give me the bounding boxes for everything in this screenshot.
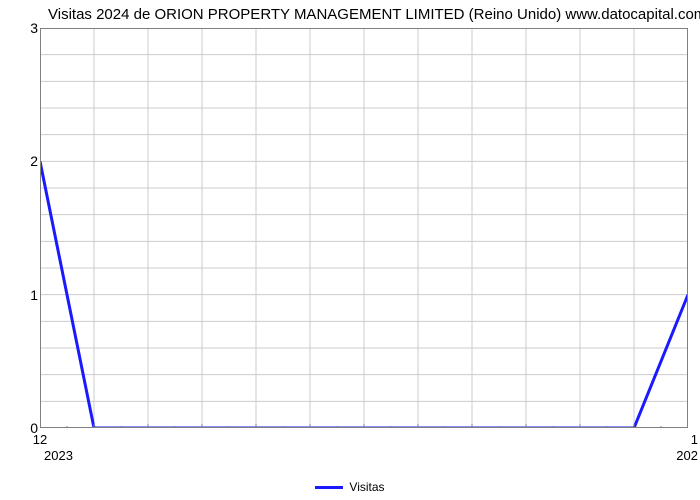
legend-item: Visitas: [315, 480, 384, 494]
y-tick-label: 2: [30, 153, 38, 169]
x-year-label: 2023: [44, 448, 73, 463]
plot-area: [40, 28, 688, 428]
x-tick-label: 1: [691, 432, 698, 447]
y-tick-label: 1: [30, 287, 38, 303]
legend-swatch: [315, 486, 343, 489]
chart-title: Visitas 2024 de ORION PROPERTY MANAGEMEN…: [48, 6, 700, 23]
chart-container: Visitas 2024 de ORION PROPERTY MANAGEMEN…: [0, 0, 700, 500]
legend: Visitas: [0, 476, 700, 495]
chart-svg: [40, 28, 688, 428]
x-tick-label: 12: [33, 432, 47, 447]
legend-label: Visitas: [349, 480, 384, 494]
y-tick-label: 3: [30, 20, 38, 36]
x-year-label: 202: [676, 448, 698, 463]
